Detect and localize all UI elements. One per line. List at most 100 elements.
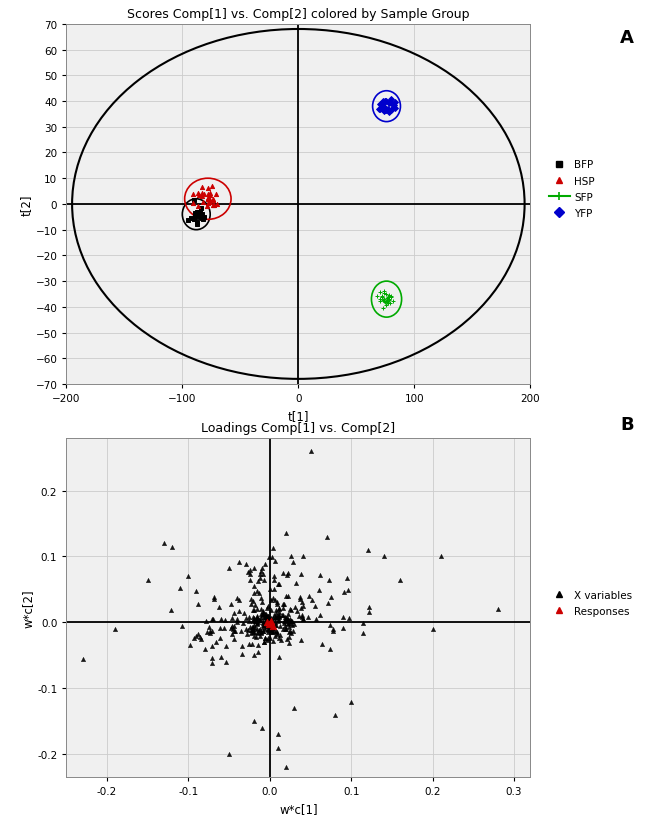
Point xyxy=(241,557,251,571)
Point xyxy=(203,197,213,210)
Point xyxy=(315,609,326,622)
Point xyxy=(264,619,274,632)
Point xyxy=(284,625,295,638)
Point xyxy=(243,624,253,637)
Point xyxy=(199,211,210,224)
Point xyxy=(247,604,258,617)
Point xyxy=(243,566,253,579)
Point xyxy=(251,585,262,598)
Point xyxy=(202,193,213,206)
Point xyxy=(283,613,294,626)
Point xyxy=(259,610,269,624)
Point xyxy=(269,625,280,638)
Point xyxy=(386,93,396,106)
Point xyxy=(342,571,353,585)
Point xyxy=(328,623,338,636)
Point xyxy=(194,208,205,222)
Point xyxy=(274,602,284,615)
Point xyxy=(305,445,316,458)
Point xyxy=(342,584,353,597)
Point xyxy=(313,584,324,597)
Point xyxy=(339,586,349,599)
Point xyxy=(183,214,194,227)
Point xyxy=(286,627,296,640)
Point xyxy=(259,623,270,636)
Point xyxy=(286,550,296,563)
Point xyxy=(271,611,282,624)
Point xyxy=(255,614,266,627)
Point xyxy=(363,601,374,614)
Point xyxy=(382,296,392,309)
Point xyxy=(382,294,392,308)
Point xyxy=(262,601,272,614)
Point xyxy=(379,550,389,563)
Point xyxy=(256,608,267,621)
Point xyxy=(205,187,215,200)
Point xyxy=(256,603,267,616)
Point xyxy=(249,599,260,612)
Point xyxy=(206,612,217,625)
Point xyxy=(274,629,285,642)
Point xyxy=(266,622,276,635)
Point xyxy=(273,603,284,616)
Point xyxy=(202,626,212,639)
Point xyxy=(278,614,289,628)
Point xyxy=(261,615,271,629)
Point xyxy=(379,105,389,118)
Point xyxy=(381,299,392,313)
Point xyxy=(271,607,281,620)
Point xyxy=(278,616,289,629)
Title: Scores Comp[1] vs. Comp[2] colored by Sample Group: Scores Comp[1] vs. Comp[2] colored by Sa… xyxy=(127,8,469,21)
Point xyxy=(377,290,387,304)
Point xyxy=(263,610,273,624)
Point xyxy=(283,566,294,580)
Point xyxy=(316,638,327,651)
Point xyxy=(285,604,296,617)
Point xyxy=(375,103,386,116)
Point xyxy=(268,620,278,633)
Point xyxy=(196,208,207,221)
Point xyxy=(262,633,272,647)
Point xyxy=(235,624,246,638)
Point xyxy=(245,624,256,638)
Point xyxy=(296,595,307,609)
Point xyxy=(274,610,284,624)
Point xyxy=(294,591,305,605)
Point xyxy=(386,97,396,110)
Point xyxy=(241,612,251,625)
Point xyxy=(283,618,294,631)
Point xyxy=(266,616,276,629)
Point xyxy=(324,573,334,586)
Point xyxy=(294,593,305,606)
Point xyxy=(310,600,321,613)
Point xyxy=(284,614,294,628)
Point xyxy=(264,618,274,631)
Point xyxy=(270,619,280,633)
Point xyxy=(263,619,273,633)
Point xyxy=(289,701,300,715)
Point xyxy=(280,623,290,636)
Point xyxy=(295,633,306,647)
Point xyxy=(250,631,261,644)
Point xyxy=(261,612,271,625)
Point xyxy=(280,615,290,629)
Point xyxy=(277,602,288,615)
Point xyxy=(261,612,272,625)
Point xyxy=(269,554,280,567)
Point xyxy=(374,103,385,117)
Point xyxy=(284,625,294,638)
Point xyxy=(296,568,306,581)
Point xyxy=(230,625,241,638)
Point xyxy=(280,590,291,603)
Point xyxy=(259,608,270,621)
Point xyxy=(207,652,217,665)
Point xyxy=(244,611,255,624)
Point xyxy=(202,188,213,201)
Point xyxy=(190,211,201,224)
Point xyxy=(234,605,245,618)
Point xyxy=(375,98,385,112)
Point xyxy=(323,597,333,610)
Point xyxy=(267,634,278,648)
Point xyxy=(249,614,260,628)
Point xyxy=(211,189,222,202)
